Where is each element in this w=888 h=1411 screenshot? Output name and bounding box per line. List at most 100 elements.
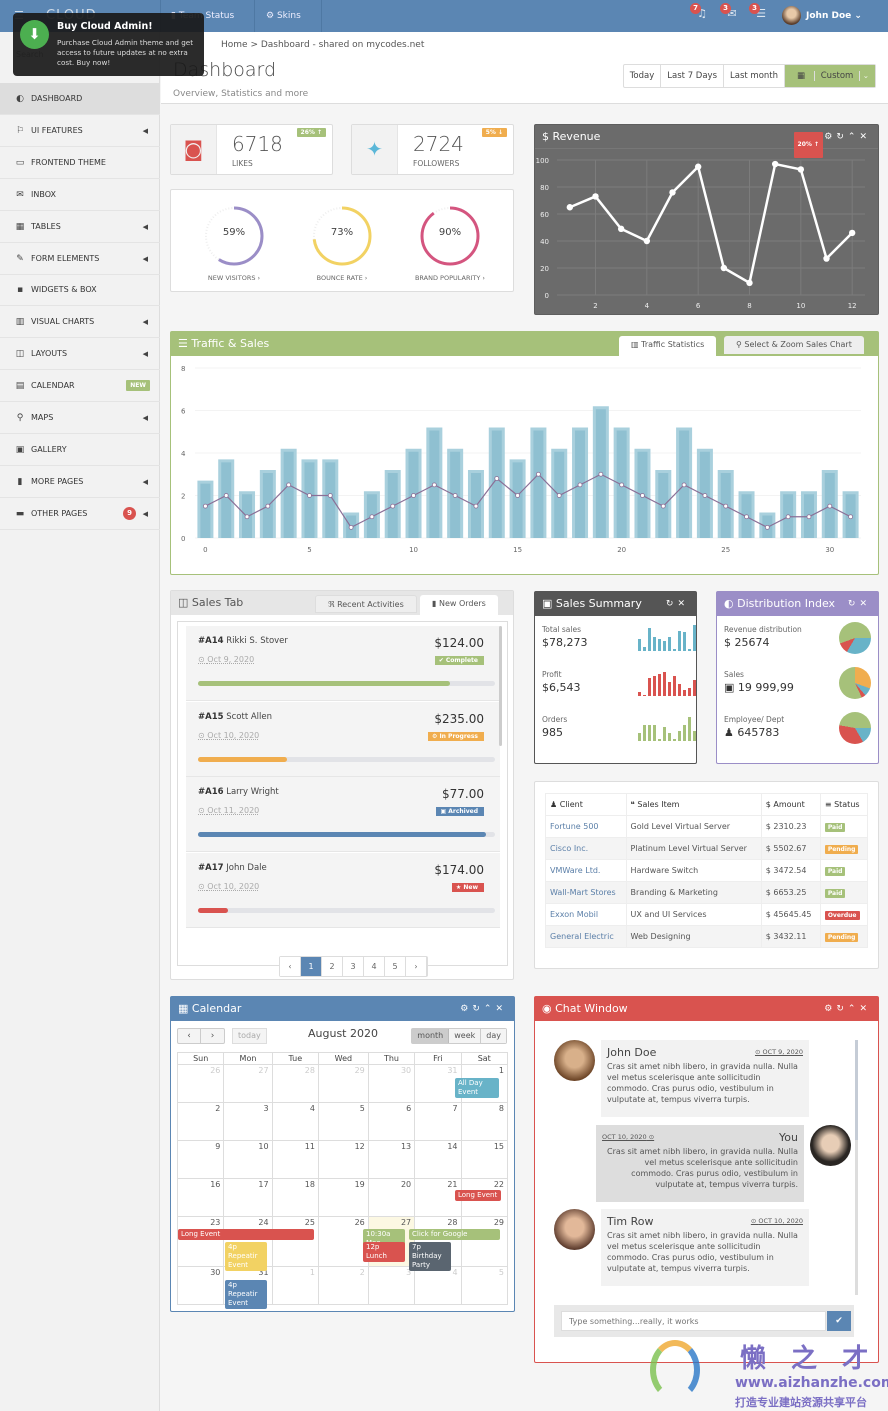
calendar-day[interactable]: 17 [223,1178,273,1217]
sidebar-item-inbox[interactable]: ✉ INBOX [0,179,160,211]
calendar-day[interactable]: 19 [317,1178,369,1217]
range-7days-button[interactable]: Last 7 Days [661,65,725,87]
view-week-button[interactable]: week [449,1029,482,1043]
refresh-icon[interactable]: ↻ [472,1004,484,1014]
breadcrumb[interactable]: Home > Dashboard - shared on mycodes.net [221,40,425,50]
gear-icon[interactable]: ⚙ [824,1004,837,1014]
view-day-button[interactable]: day [481,1029,506,1043]
page-4-button[interactable]: 4 [364,957,385,976]
prev-month-button[interactable]: ‹ [178,1029,201,1043]
calendar-day[interactable]: 9 [176,1140,225,1179]
client-link[interactable]: VMWare Ltd. [545,859,627,882]
sidebar-item-other-pages[interactable]: ▬ OTHER PAGES ◀ 9 [0,498,160,530]
refresh-icon[interactable]: ↻ [847,599,860,609]
user-menu[interactable]: John Doe ⌄ [806,11,862,21]
sidebar-item-dashboard[interactable]: ◐ DASHBOARD [0,83,160,115]
client-link[interactable]: Exxon Mobil [545,903,627,926]
collapse-icon[interactable]: ⌃ [847,132,860,142]
event-all-day[interactable]: All Day Event [455,1078,499,1098]
brand-popularity-link[interactable]: BRAND POPULARITY › [414,274,486,282]
calendar-day[interactable]: 2 [176,1102,225,1141]
event-long-2[interactable]: Long Event [178,1229,314,1240]
calendar-day[interactable]: 11 [271,1140,319,1179]
order-item[interactable]: #A16 Larry Wright ⊙ Oct 11, 2020 $77.00 … [186,777,500,852]
gear-icon[interactable]: ⚙ [460,1004,473,1014]
client-link[interactable]: General Electric [545,925,627,948]
orders-scrollbar[interactable] [499,626,502,746]
refresh-icon[interactable]: ↻ [836,1004,848,1014]
today-button[interactable]: today [232,1028,267,1044]
next-page-button[interactable]: › [406,957,427,976]
tab-traffic-statistics[interactable]: ▥ Traffic Statistics [619,336,717,356]
event-google-link[interactable]: Click for Google [409,1229,500,1240]
sidebar-item-calendar[interactable]: ▤ CALENDAR NEW [0,370,160,403]
calendar-day[interactable]: 13 [367,1140,416,1179]
event-long-1[interactable]: Long Event [455,1190,501,1201]
calendar-day[interactable]: 25 [271,1216,319,1267]
range-today-button[interactable]: Today [624,65,662,87]
calendar-day[interactable]: 29 [317,1064,369,1103]
page-1-button[interactable]: 1 [301,957,322,976]
calendar-day[interactable]: 29 [460,1216,509,1267]
calendar-day[interactable]: 27 [223,1064,273,1103]
event-repeat-2[interactable]: 4p Repeatir Event [225,1280,267,1309]
calendar-day[interactable]: 20 [367,1178,416,1217]
calendar-day[interactable]: 3 [367,1266,416,1305]
client-link[interactable]: Fortune 500 [545,815,627,838]
sidebar-item-gallery[interactable]: ▣ GALLERY [0,434,160,466]
tab-new-orders[interactable]: ▮ New Orders [420,595,498,615]
next-month-button[interactable]: › [210,1031,215,1041]
sidebar-item-more-pages[interactable]: ▮ MORE PAGES ◀ [0,466,160,498]
event-lunch[interactable]: 12p Lunch [363,1242,405,1262]
collapse-icon[interactable]: ⌃ [847,1004,860,1014]
client-link[interactable]: Cisco Inc. [545,837,627,860]
sidebar-item-ui-features[interactable]: ⚐ UI FEATURES ◀ [0,115,160,147]
calendar-day[interactable]: 5 [460,1266,509,1305]
view-month-button[interactable]: month [412,1029,450,1043]
close-icon[interactable]: ✕ [859,1004,871,1014]
page-5-button[interactable]: 5 [385,957,406,976]
calendar-day[interactable]: 15 [460,1140,509,1179]
calendar-day[interactable]: 3 [223,1102,273,1141]
chat-scrollbar[interactable] [855,1040,858,1295]
skins-menu[interactable]: ⚙ Skins ⌄ [256,0,322,53]
bounce-rate-link[interactable]: BOUNCE RATE › [316,274,368,282]
gear-icon[interactable]: ⚙ [824,132,837,142]
calendar-day[interactable]: 5 [317,1102,369,1141]
sidebar-item-visual-charts[interactable]: ▥ VISUAL CHARTS ◀ [0,306,160,339]
inbox-button[interactable]: ✉ 3 [720,3,740,23]
tab-select-zoom-sales[interactable]: ⚲ Select & Zoom Sales Chart [724,336,864,354]
calendar-day[interactable]: 26 [176,1064,225,1103]
send-button[interactable]: ✔ [827,1311,851,1331]
calendar-day[interactable]: 30 [176,1266,225,1305]
event-birthday[interactable]: 7p Birthday Party [409,1242,451,1271]
calendar-day[interactable]: 2 [317,1266,369,1305]
refresh-icon[interactable]: ↻ [665,599,678,609]
client-link[interactable]: Wall-Mart Stores [545,881,627,904]
promo-notification[interactable]: ⬇ Buy Cloud Admin! Purchase Cloud Admin … [13,13,204,76]
calendar-day[interactable]: 8 [460,1102,509,1141]
sidebar-item-layouts[interactable]: ◫ LAYOUTS ◀ [0,338,160,371]
new-visitors-link[interactable]: NEW VISITORS › [207,274,261,282]
close-icon[interactable]: ✕ [677,599,689,609]
range-month-button[interactable]: Last month [724,65,786,87]
calendar-day[interactable]: 18 [271,1178,319,1217]
page-2-button[interactable]: 2 [322,957,343,976]
calendar-day[interactable]: 6 [367,1102,416,1141]
calendar-day[interactable]: 14 [414,1140,462,1179]
range-custom-button[interactable]: ▦ Custom ⌄ [785,65,875,87]
order-item[interactable]: #A15 Scott Allen ⊙ Oct 10, 2020 $235.00 … [186,701,500,777]
calendar-day[interactable]: 1 [271,1266,319,1305]
notifications-button[interactable]: ♫ 7 [690,3,710,23]
calendar-day[interactable]: 7 [414,1102,462,1141]
sidebar-item-widgets-box[interactable]: ▪ WIDGETS & BOX [0,274,160,307]
sidebar-item-form-elements[interactable]: ✎ FORM ELEMENTS ◀ [0,243,160,275]
calendar-day[interactable]: 23 [176,1216,225,1267]
prev-page-button[interactable]: ‹ [280,957,301,976]
calendar-day[interactable]: 4 [414,1266,462,1305]
tab-recent-activities[interactable]: ℜ Recent Activities [315,595,417,613]
close-icon[interactable]: ✕ [495,1004,507,1014]
sidebar-item-maps[interactable]: ⚲ MAPS ◀ [0,402,160,434]
calendar-day[interactable]: 16 [176,1178,225,1217]
close-icon[interactable]: ✕ [859,599,871,609]
